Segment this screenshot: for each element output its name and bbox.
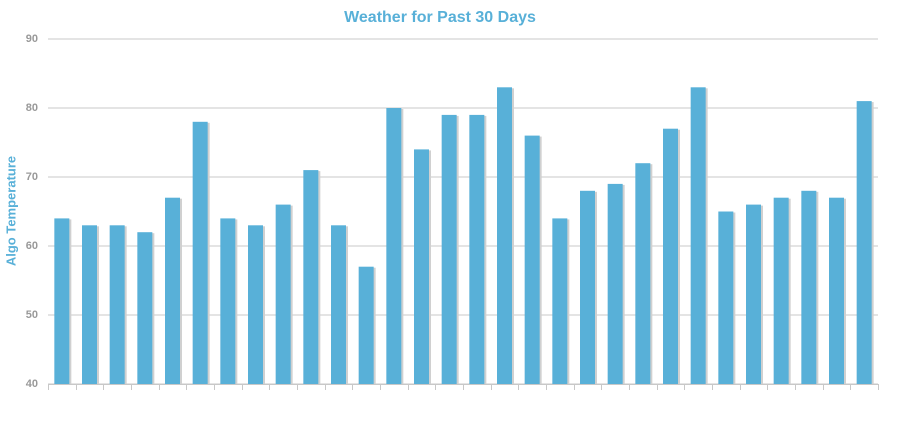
bar <box>552 218 568 384</box>
bar <box>109 225 125 384</box>
y-tick-label: 90 <box>26 33 38 45</box>
bar <box>524 135 540 384</box>
bar <box>358 266 374 384</box>
bar <box>165 197 180 384</box>
bar <box>663 128 678 384</box>
bar <box>607 183 623 384</box>
bar <box>746 204 761 384</box>
bar <box>718 211 734 384</box>
bar <box>580 190 595 384</box>
bar <box>137 232 153 384</box>
y-tick-label: 50 <box>26 309 38 321</box>
y-axis-label: Algo Temperature <box>3 156 18 266</box>
y-tick-label: 70 <box>26 171 38 183</box>
bar <box>331 225 346 384</box>
bar <box>801 190 817 384</box>
bar <box>54 218 70 384</box>
bar <box>773 197 789 384</box>
bar <box>275 204 291 384</box>
bar <box>497 87 512 385</box>
bar <box>690 87 706 385</box>
bar <box>635 163 651 384</box>
bar <box>414 149 429 384</box>
y-tick-label: 40 <box>26 378 38 390</box>
bar <box>248 225 263 384</box>
bar <box>220 218 236 384</box>
y-tick-label: 80 <box>26 102 38 114</box>
bar <box>856 101 872 384</box>
bar <box>192 121 208 385</box>
bar <box>469 114 485 385</box>
bar <box>441 114 457 385</box>
bar <box>303 170 319 384</box>
bar <box>829 197 844 384</box>
chart-title: Weather for Past 30 Days <box>344 9 536 26</box>
bar <box>386 108 402 384</box>
bar <box>82 225 97 384</box>
y-tick-label: 60 <box>26 240 38 252</box>
